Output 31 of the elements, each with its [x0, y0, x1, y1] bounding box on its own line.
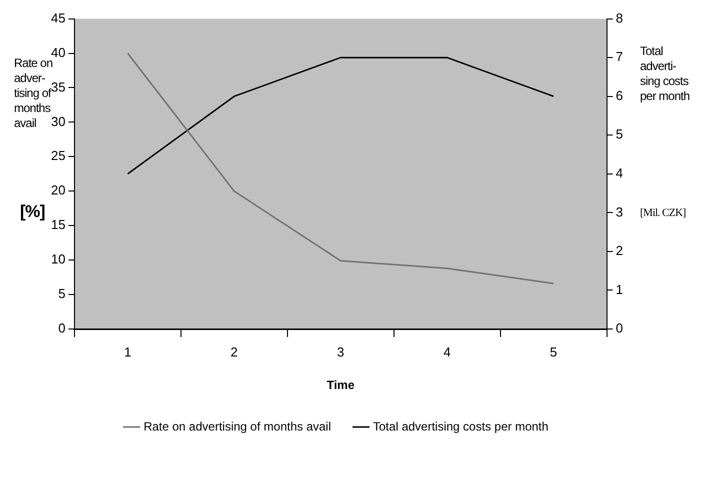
y-tick-label: 20	[50, 182, 66, 198]
y-axis-title: Rate on adver-tising of months avail	[14, 56, 53, 130]
x-tick-label: 1	[124, 344, 132, 360]
text: [Mil. CZK]	[640, 206, 686, 221]
y2-tick-label: 8	[616, 10, 624, 26]
y2-tick-label: 3	[616, 204, 624, 220]
y-tick-label: 25	[50, 148, 66, 164]
y2-tick-label: 2	[616, 243, 624, 258]
y-tick-label: 30	[50, 114, 66, 129]
y-tick-label: 45	[50, 10, 66, 26]
x-axis-title: Time	[326, 378, 355, 392]
x-tick-label: 2	[230, 344, 238, 360]
y2-axis-title: Total adverti-sing costs per month	[640, 44, 690, 104]
y2-tick-label: 7	[616, 49, 624, 64]
y-tick-label: 0	[58, 320, 66, 336]
x-tick-label: 5	[550, 344, 558, 360]
y-tick-label: 35	[50, 79, 66, 94]
y2-tick-label: 1	[616, 282, 624, 297]
y2-tick-label: 4	[616, 165, 624, 180]
x-tick-label: 3	[337, 344, 344, 360]
y-tick-label: 5	[58, 286, 66, 302]
text: [%]	[20, 202, 45, 221]
y2-tick-label: 6	[616, 88, 624, 103]
legend-label: Total advertising costs per month	[373, 419, 548, 434]
y2-tick-label: 5	[616, 126, 624, 142]
y-tick-label: 40	[50, 44, 66, 60]
x-tick-label: 4	[443, 344, 451, 360]
y2-tick-label: 0	[616, 320, 624, 336]
legend-label: Rate on advertising of months avail	[144, 419, 332, 434]
y-tick-label: 10	[50, 252, 66, 267]
y-tick-label: 15	[50, 217, 66, 232]
